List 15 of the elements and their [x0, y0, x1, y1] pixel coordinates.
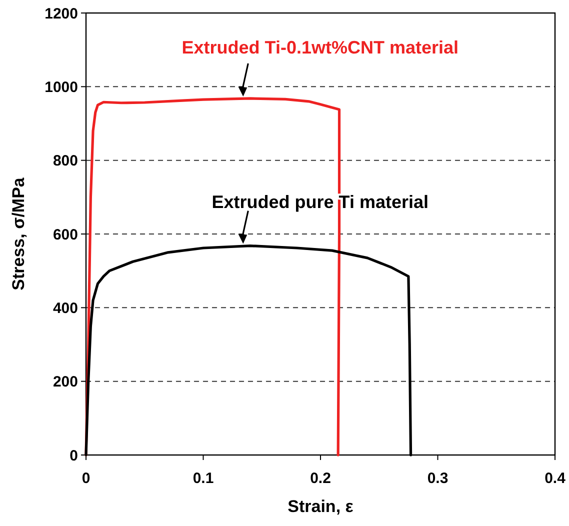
x-tick-label: 0.1 — [192, 470, 214, 487]
text: Extruded Ti-0.1wt%CNT material — [182, 37, 459, 58]
x-tick-label: 0.4 — [544, 470, 566, 487]
y-tick-label: 800 — [52, 152, 78, 170]
y-tick-label: 1000 — [44, 78, 78, 96]
y-tick-label: 1200 — [44, 5, 78, 22]
x-axis-title: Strain, ε — [288, 497, 354, 516]
y-axis-title: Stress, σ/MPa — [9, 177, 28, 290]
x-tick-label: 0 — [82, 470, 90, 487]
y-tick-label: 600 — [52, 226, 78, 244]
x-tick-label: 0.2 — [310, 470, 331, 487]
x-tick-label: 0.3 — [427, 470, 448, 487]
y-tick-label: 200 — [52, 374, 78, 391]
y-tick-label: 0 — [70, 447, 78, 464]
y-tick-label: 400 — [52, 300, 78, 317]
